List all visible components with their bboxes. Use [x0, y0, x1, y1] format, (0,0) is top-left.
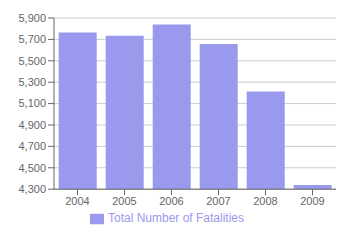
svg-text:2004: 2004 [65, 195, 89, 207]
svg-text:4,500: 4,500 [18, 162, 46, 174]
svg-text:5,700: 5,700 [18, 33, 46, 45]
svg-text:5,900: 5,900 [18, 12, 46, 24]
svg-text:2009: 2009 [300, 195, 324, 207]
html-text:Total Number of Fatalities: Total Number of Fatalities [108, 211, 244, 226]
svg-text:4,300: 4,300 [18, 183, 46, 195]
svg-text:2008: 2008 [253, 195, 277, 207]
svg-text:4,700: 4,700 [18, 140, 46, 152]
svg-text:5,100: 5,100 [18, 97, 46, 109]
svg-text:5,300: 5,300 [18, 76, 46, 88]
svg-text:4,900: 4,900 [18, 119, 46, 131]
svg-text:5,500: 5,500 [18, 55, 46, 67]
svg-text:2007: 2007 [206, 195, 230, 207]
svg-text:2006: 2006 [159, 195, 183, 207]
svg-text:2005: 2005 [112, 195, 136, 207]
